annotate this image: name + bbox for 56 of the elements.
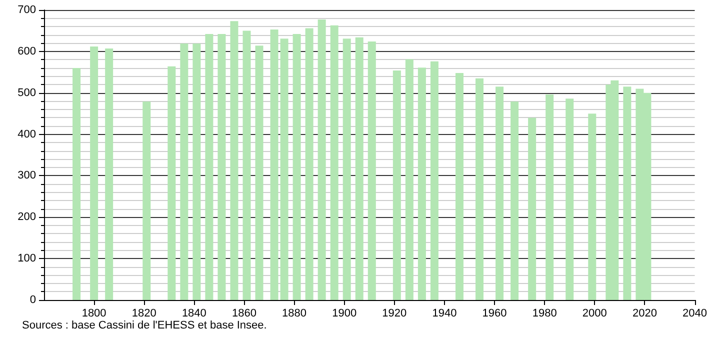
bar: [430, 61, 438, 300]
bar: [292, 34, 301, 300]
bar: [168, 66, 176, 300]
x-tick-label: 2020: [632, 308, 657, 320]
bar: [368, 41, 376, 300]
bar: [318, 20, 326, 300]
x-tick-label: 1960: [482, 308, 507, 320]
bar: [588, 114, 596, 300]
bar: [566, 98, 574, 300]
source-note: Sources : base Cassini de l'EHESS et base Insee.: [22, 320, 267, 332]
bar: [528, 118, 536, 300]
x-tick-label: 2040: [682, 308, 708, 320]
y-tick-label: 0: [30, 294, 36, 306]
bar: [455, 72, 464, 300]
x-tick-label: 2000: [582, 308, 607, 320]
y-tick-label: 400: [18, 128, 36, 140]
y-tick-label: 200: [18, 211, 36, 224]
bar: [355, 37, 364, 300]
bar: [105, 48, 114, 300]
x-tick-label: 1940: [432, 308, 457, 320]
y-tick-label: 600: [18, 45, 36, 58]
x-tick-label: 1920: [382, 308, 407, 320]
y-tick-label: 700: [18, 4, 36, 16]
bar: [72, 68, 81, 300]
x-tick-label: 1980: [532, 308, 557, 320]
bar: [546, 94, 554, 300]
bar: [476, 78, 484, 300]
bar: [623, 86, 632, 300]
bar: [142, 102, 151, 300]
bar: [392, 70, 401, 300]
bar: [90, 46, 98, 300]
bar: [218, 34, 226, 300]
bar: [330, 25, 338, 300]
x-tick-label: 1820: [132, 308, 156, 320]
x-tick-label: 1860: [232, 308, 256, 320]
bar: [270, 29, 278, 300]
bar: [242, 30, 251, 300]
y-tick-label: 300: [18, 170, 36, 182]
bar: [180, 44, 188, 300]
y-tick-label: 100: [18, 252, 36, 265]
x-tick-label: 1800: [82, 308, 106, 320]
bar: [342, 38, 351, 300]
bar: [405, 59, 414, 300]
bar: [255, 46, 264, 300]
bar: [230, 21, 238, 300]
bar: [418, 68, 426, 300]
x-tick-label: 1900: [332, 308, 357, 320]
bar: [205, 34, 214, 300]
bar: [510, 102, 519, 300]
bar: [496, 86, 504, 300]
y-tick-label: 500: [18, 86, 36, 99]
bar: [280, 38, 288, 300]
x-tick-label: 1840: [182, 308, 206, 320]
x-tick-label: 1880: [282, 308, 307, 320]
bar: [192, 44, 201, 300]
bar: [305, 28, 314, 300]
